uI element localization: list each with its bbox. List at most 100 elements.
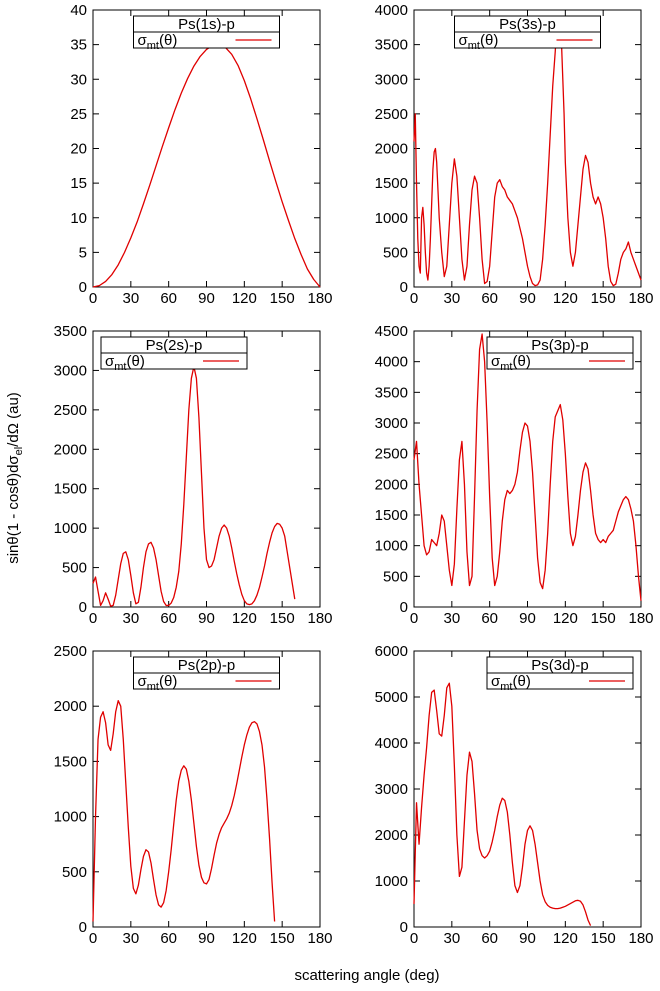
- legend-title: Ps(2s)-p: [146, 337, 203, 354]
- legend-entry-sub: mt: [147, 40, 159, 52]
- y-tick-label: 4500: [375, 323, 408, 340]
- x-tick-label: 180: [628, 610, 653, 627]
- legend-entry-label: σmt(θ): [459, 32, 499, 52]
- plot-frame: [413, 650, 642, 928]
- legend-entry-sub: mt: [500, 361, 512, 373]
- x-tick-label: 120: [553, 930, 578, 947]
- y-tick-label: 4000: [375, 354, 408, 371]
- y-axis-label-tail: /dΩ (au): [5, 392, 22, 447]
- x-tick-label: 60: [481, 930, 498, 947]
- y-tick-label: 5000: [375, 689, 408, 706]
- y-tick-label: 2000: [54, 698, 87, 715]
- chart-panel-5: 0 30 60 90 120 150 180 0 500 1000 1500 2000 2500 Ps(2…: [54, 643, 333, 947]
- series-line: [92, 700, 276, 922]
- legend-entry-tail: (θ): [513, 673, 531, 690]
- x-tick-label: 90: [198, 610, 215, 627]
- x-tick-label: 90: [519, 930, 536, 947]
- y-tick-label: 0: [79, 599, 87, 616]
- series-line: [92, 365, 296, 607]
- legend-title: Ps(3d)-p: [531, 657, 589, 674]
- legend-entry-label: σmt(θ): [138, 673, 178, 693]
- legend-entry-sub: mt: [500, 681, 512, 693]
- x-tick-label: 90: [198, 930, 215, 947]
- series-line: [413, 682, 592, 926]
- legend-title: Ps(3p)-p: [531, 337, 589, 354]
- x-tick-label: 60: [481, 610, 498, 627]
- y-tick-label: 0: [400, 279, 408, 296]
- legend-entry-label: σmt(θ): [105, 353, 145, 373]
- y-axis-label-main: sinθ(1 - cosθ)dσ: [5, 455, 22, 564]
- y-tick-label: 1500: [54, 753, 87, 770]
- legend-entry-sub: mt: [147, 681, 159, 693]
- x-tick-label: 150: [591, 290, 616, 307]
- y-tick-label: 0: [79, 279, 87, 296]
- legend-entry-sub: mt: [114, 361, 126, 373]
- legend-entry-label: σmt(θ): [491, 353, 531, 373]
- y-tick-label: 1000: [54, 809, 87, 826]
- y-tick-label: 15: [70, 175, 87, 192]
- x-tick-label: 90: [198, 290, 215, 307]
- y-tick-label: 20: [70, 141, 87, 158]
- legend-entry-label: σmt(θ): [491, 673, 531, 693]
- y-tick-label: 40: [70, 2, 87, 19]
- y-tick-label: 5: [79, 244, 87, 261]
- y-axis-label: sinθ(1 - cosθ)dσel/dΩ (au): [5, 392, 25, 564]
- legend-title: Ps(1s)-p: [178, 16, 235, 33]
- x-tick-label: 150: [591, 610, 616, 627]
- legend-entry-tail: (θ): [480, 32, 498, 49]
- y-tick-label: 500: [383, 568, 408, 585]
- x-tick-label: 0: [410, 930, 418, 947]
- y-tick-label: 25: [70, 106, 87, 123]
- y-tick-label: 3000: [375, 415, 408, 432]
- y-tick-label: 500: [383, 244, 408, 261]
- y-tick-label: 3000: [375, 71, 408, 88]
- chart-panel-2: 0 30 60 90 120 150 180 0 500 1000 1500 2000 2500 3000…: [375, 2, 654, 307]
- y-tick-label: 1500: [54, 481, 87, 498]
- y-tick-label: 2500: [375, 446, 408, 463]
- x-tick-label: 120: [232, 930, 257, 947]
- y-tick-label: 35: [70, 37, 87, 54]
- x-tick-label: 60: [160, 930, 177, 947]
- legend-entry-tail: (θ): [159, 32, 177, 49]
- x-tick-label: 90: [519, 610, 536, 627]
- y-tick-label: 0: [400, 599, 408, 616]
- y-tick-label: 6000: [375, 643, 408, 660]
- x-tick-label: 60: [481, 290, 498, 307]
- x-tick-label: 0: [89, 290, 97, 307]
- chart-panel-3: 0 30 60 90 120 150 180 0 500 1000 1500 2000 2500 3000…: [54, 323, 333, 627]
- legend-entry-tail: (θ): [513, 353, 531, 370]
- x-tick-label: 180: [628, 930, 653, 947]
- x-tick-label: 60: [160, 290, 177, 307]
- x-tick-label: 0: [410, 290, 418, 307]
- plot-frame: [92, 330, 321, 608]
- legend-entry-symbol: σ: [491, 353, 501, 370]
- x-axis-label: scattering angle (deg): [294, 967, 439, 984]
- x-tick-label: 0: [89, 930, 97, 947]
- y-tick-label: 3000: [54, 362, 87, 379]
- legend-title: Ps(3s)-p: [499, 16, 556, 33]
- x-tick-label: 30: [122, 290, 139, 307]
- x-tick-label: 150: [270, 290, 295, 307]
- chart-panel-4: 0 30 60 90 120 150 180 0 500 1000 1500 2000 2500 3000…: [375, 323, 654, 627]
- legend: Ps(1s)-p σmt(θ): [133, 15, 280, 52]
- y-tick-label: 500: [62, 864, 87, 881]
- x-tick-label: 30: [122, 930, 139, 947]
- y-tick-label: 1000: [375, 538, 408, 555]
- plot-frame: [413, 330, 642, 608]
- y-tick-label: 1500: [375, 507, 408, 524]
- legend-entry-symbol: σ: [105, 353, 115, 370]
- legend-entry-symbol: σ: [138, 32, 148, 49]
- legend-title: Ps(2p)-p: [178, 657, 236, 674]
- y-tick-label: 1000: [375, 210, 408, 227]
- y-tick-label: 0: [79, 919, 87, 936]
- x-tick-label: 180: [307, 290, 332, 307]
- y-tick-label: 3500: [375, 384, 408, 401]
- x-tick-label: 180: [628, 290, 653, 307]
- x-tick-label: 150: [270, 930, 295, 947]
